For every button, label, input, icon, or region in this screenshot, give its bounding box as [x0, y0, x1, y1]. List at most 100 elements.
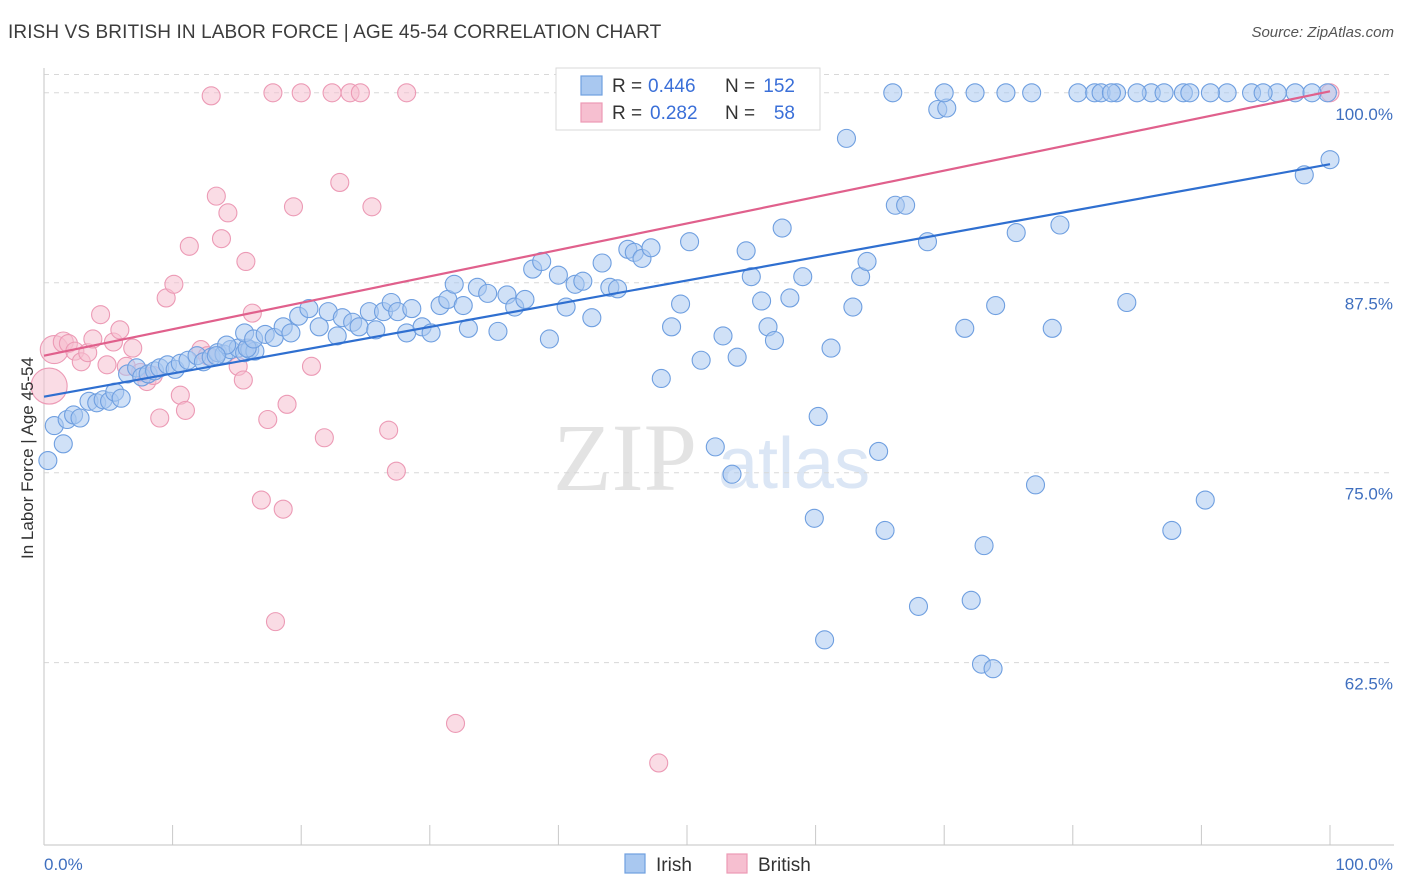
- british-point: [211, 229, 232, 249]
- irish-point: [713, 326, 733, 346]
- irish-point: [955, 318, 975, 338]
- irish-legend-swatch: [580, 75, 603, 96]
- british-n-value: 58: [774, 103, 795, 124]
- trend-lines: [43, 90, 1331, 398]
- irish-r-label: R =: [612, 76, 642, 97]
- irish-point: [38, 450, 58, 471]
- watermark-zip: ZIP: [553, 404, 697, 511]
- british-series-swatch: [726, 853, 748, 874]
- irish-n-value: 152: [763, 76, 795, 97]
- british-point: [265, 612, 286, 632]
- irish-point: [349, 317, 369, 337]
- british-point: [201, 86, 221, 106]
- irish-point: [548, 265, 568, 285]
- irish-point: [843, 297, 863, 317]
- british-point: [236, 251, 256, 272]
- irish-series-swatch: [624, 853, 646, 874]
- irish-point: [1154, 83, 1174, 103]
- british-n-label: N =: [725, 103, 755, 124]
- british-point: [379, 420, 399, 440]
- british-point: [97, 355, 117, 375]
- british-legend-swatch: [580, 102, 603, 123]
- irish-point: [1200, 83, 1220, 103]
- irish-point: [1101, 83, 1121, 103]
- british-point: [350, 83, 370, 103]
- british-point: [91, 305, 111, 325]
- irish-point: [983, 659, 1003, 679]
- irish-point: [772, 218, 792, 238]
- irish-point: [1253, 83, 1273, 103]
- irish-point: [592, 253, 612, 273]
- irish-point: [671, 294, 691, 314]
- irish-point: [1042, 318, 1062, 338]
- irish-point: [722, 464, 742, 484]
- chart-source: Source: ZipAtlas.com: [1251, 24, 1394, 41]
- irish-point: [934, 83, 954, 103]
- irish-point: [1195, 490, 1215, 510]
- y-tick-label: 100.0%: [1335, 105, 1393, 124]
- irish-point: [1127, 83, 1147, 103]
- irish-point: [53, 434, 73, 454]
- irish-point: [764, 330, 784, 351]
- y-tick-label: 87.5%: [1345, 295, 1393, 314]
- irish-point: [206, 346, 226, 366]
- british-point: [283, 197, 304, 217]
- irish-series-label: Irish: [656, 855, 692, 876]
- british-point: [110, 320, 130, 340]
- british-point: [277, 394, 297, 414]
- y-axis-title: In Labor Force | Age 45-54: [18, 357, 37, 559]
- british-point: [301, 356, 322, 376]
- british-point: [218, 203, 238, 223]
- british-point: [206, 186, 226, 206]
- irish-point: [444, 274, 464, 294]
- tick-labels: 62.5% 75.0% 87.5% 100.0% 0.0% 100.0%: [44, 105, 1393, 874]
- x-tick-label: 100.0%: [1335, 855, 1393, 874]
- british-point: [291, 83, 311, 103]
- irish-point: [1006, 223, 1026, 243]
- british-point: [314, 428, 334, 448]
- irish-point: [680, 232, 700, 252]
- british-point: [258, 409, 278, 430]
- irish-point: [539, 329, 559, 349]
- watermark-atlas: atlas: [718, 424, 870, 504]
- british-point: [175, 400, 196, 420]
- irish-point: [691, 350, 711, 370]
- british-point: [322, 83, 342, 103]
- irish-point: [804, 508, 824, 528]
- irish-point: [821, 338, 841, 358]
- british-point: [123, 338, 143, 358]
- irish-point: [402, 299, 422, 319]
- irish-point: [965, 83, 985, 103]
- irish-point: [875, 520, 895, 540]
- irish-point: [974, 536, 994, 556]
- irish-point: [961, 590, 981, 610]
- british-point: [649, 753, 669, 773]
- irish-point: [836, 128, 857, 148]
- irish-trend-line: [43, 163, 1331, 398]
- irish-point: [815, 630, 835, 650]
- british-point: [164, 274, 184, 294]
- british-point: [179, 236, 199, 256]
- british-point: [233, 370, 253, 390]
- british-point: [362, 197, 382, 217]
- irish-point: [1117, 292, 1137, 313]
- british-point: [263, 83, 283, 103]
- series-legend: Irish British: [624, 853, 811, 876]
- irish-point: [996, 83, 1016, 103]
- irish-point: [573, 271, 593, 291]
- chart-title: IRISH VS BRITISH IN LABOR FORCE | AGE 45…: [8, 22, 662, 43]
- irish-point: [515, 289, 535, 310]
- irish-r-value: 0.446: [648, 76, 696, 97]
- irish-point: [908, 596, 929, 616]
- irish-point: [752, 291, 772, 311]
- irish-point: [1022, 83, 1042, 103]
- x-tick-label: 0.0%: [44, 855, 83, 874]
- british-r-value: 0.282: [650, 103, 698, 124]
- irish-point: [478, 283, 498, 303]
- british-point: [386, 461, 406, 481]
- irish-point: [70, 408, 90, 428]
- irish-n-label: N =: [725, 76, 755, 97]
- irish-point: [366, 320, 386, 340]
- irish-point: [793, 267, 813, 287]
